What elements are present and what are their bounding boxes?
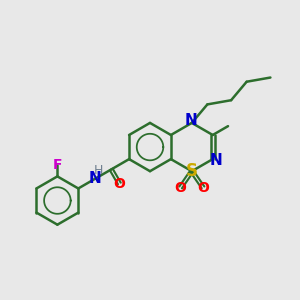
Text: N: N [185,113,198,128]
Text: O: O [175,181,187,195]
Text: N: N [210,153,223,168]
Text: F: F [52,158,62,172]
Text: H: H [94,164,103,177]
Text: N: N [89,171,102,186]
Text: O: O [197,181,209,195]
Text: O: O [113,177,125,191]
Text: S: S [186,162,198,180]
